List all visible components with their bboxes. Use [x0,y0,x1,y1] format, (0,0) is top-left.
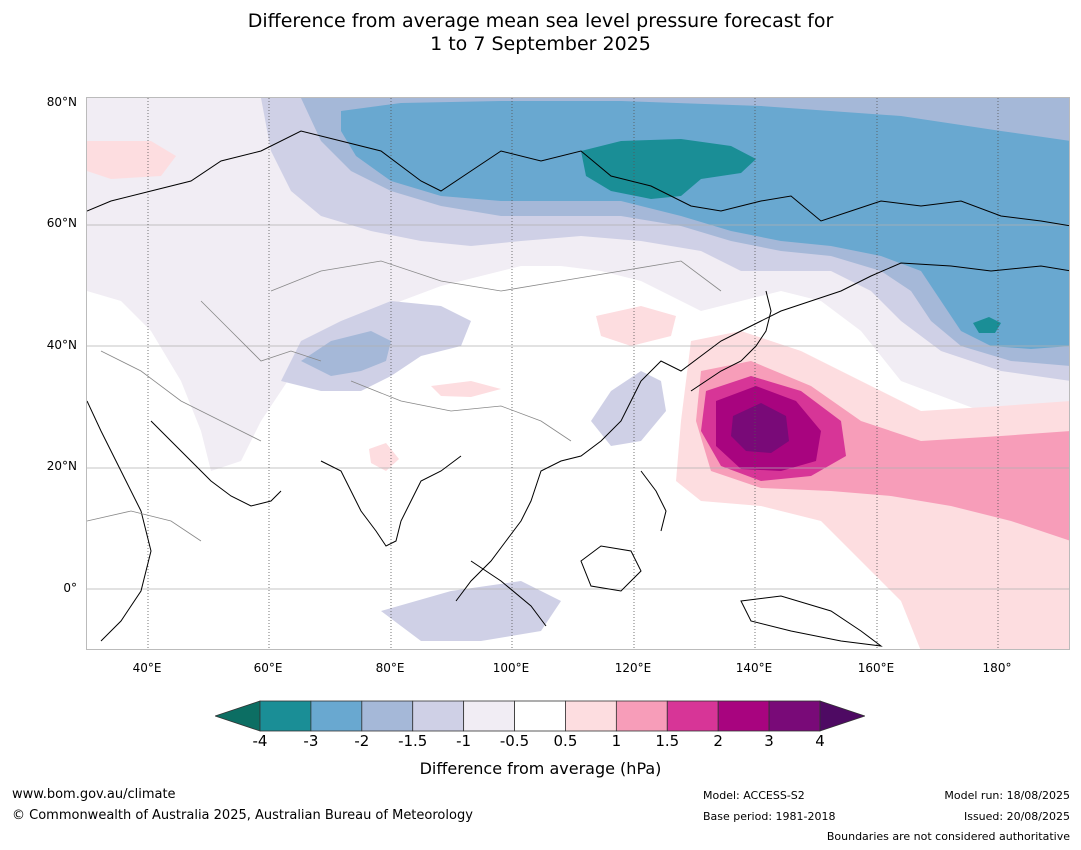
colorbar-tick-label: -0.5 [499,732,530,750]
colorbar-segment [463,700,515,732]
lat-label-0: 0° [63,581,77,595]
lon-label-140e: 140°E [735,661,773,675]
anomaly-plus0-5-china [596,306,676,346]
colorbar-tick-label: -1.5 [398,732,428,750]
coast-japan [690,290,772,392]
anomaly-central-asia-core [301,331,391,376]
longitude-gridlines [147,98,999,649]
colorbar-title: Difference from average (hPa) [419,759,662,778]
colorbar-segment [615,700,668,732]
footer-issued: Issued: 20/08/2025 [963,810,1070,823]
coast-arabia [150,420,282,507]
colorbar-segment [361,700,414,732]
lon-label-40e: 40°E [132,661,162,675]
colorbar [213,700,867,732]
border-china-south [350,380,572,442]
lat-label-80n: 80°N [46,95,77,109]
coast-arctic [87,130,1069,227]
coast-india [320,455,462,547]
lon-label-180: 180° [982,661,1012,675]
colorbar-over-arrow [819,700,867,732]
anomaly-minus4-small [973,317,1001,333]
footer-disclaimer: Boundaries are not considered authoritat… [826,830,1070,843]
footer-url: www.bom.gov.au/climate [12,787,176,802]
anomaly-plus0-5-tibet [431,381,501,397]
coastlines [87,130,1069,647]
border-russia-china [270,260,722,292]
lon-label-60e: 60°E [253,661,283,675]
anomaly-minus3-region [341,101,1069,349]
colorbar-tick-label: 2 [713,732,723,750]
coast-africa [87,400,152,642]
border-central-asia [200,300,322,362]
colorbar-tick-label: 0.5 [553,732,578,750]
footer-model-run: Model run: 18/08/2025 [944,789,1070,802]
lon-label-100e: 100°E [492,661,530,675]
colorbar-segment [412,700,465,732]
colorbar-segment [259,700,312,732]
coast-new-guinea [740,595,883,647]
coast-sumatra [470,560,547,627]
country-borders [87,260,722,542]
coast-east-asia [455,262,1069,602]
lat-label-20n: 20°N [46,459,77,473]
colorbar-segment [565,700,617,732]
anomaly-plus3-core [731,403,789,453]
anomaly-minus4-region [581,139,756,199]
title-line-2: 1 to 7 September 2025 [430,33,651,55]
lon-label-160e: 160°E [857,661,895,675]
colorbar-tick-label: 1 [611,732,622,750]
colorbar-tick-label: -4 [252,732,268,750]
colorbar-segment [310,700,363,732]
title-line-1: Difference from average mean sea level p… [247,10,834,32]
lat-label-40n: 40°N [46,338,77,352]
lon-label-120e: 120°E [614,661,652,675]
map-canvas [87,98,1069,649]
colorbar-segment [666,700,719,732]
colorbar-segment [768,700,821,732]
colorbar-tick-label: -3 [303,732,319,750]
lon-label-80e: 80°E [375,661,405,675]
footer-model: Model: ACCESS-S2 [703,789,805,802]
colorbar-graphic [213,700,867,732]
border-africa [87,510,202,542]
anomaly-east-china [591,371,666,446]
colorbar-segment [514,700,566,732]
coast-philippines [640,470,667,532]
colorbar-tick-label: 3 [764,732,774,750]
anomaly-fields [87,98,1069,649]
colorbar-tick-label: -1 [456,732,472,750]
anomaly-plus0-5-west [87,141,176,179]
footer-copyright: © Commonwealth of Australia 2025, Austra… [12,808,473,823]
colorbar-segment [717,700,770,732]
map-panel [86,97,1070,650]
colorbar-under-arrow [213,700,261,732]
colorbar-tick-label: -2 [354,732,370,750]
map-title: Difference from average mean sea level p… [0,10,1081,56]
footer-base-period: Base period: 1981-2018 [703,810,836,823]
colorbar-tick-label: 4 [815,732,825,750]
latitude-gridlines [87,224,1069,590]
coast-borneo [580,545,642,592]
colorbar-tick-label: 1.5 [655,732,680,750]
border-middle-east [100,350,262,442]
anomaly-plus0-5-india [369,443,399,471]
anomaly-indian-ocean [381,581,561,641]
lat-label-60n: 60°N [46,216,77,230]
